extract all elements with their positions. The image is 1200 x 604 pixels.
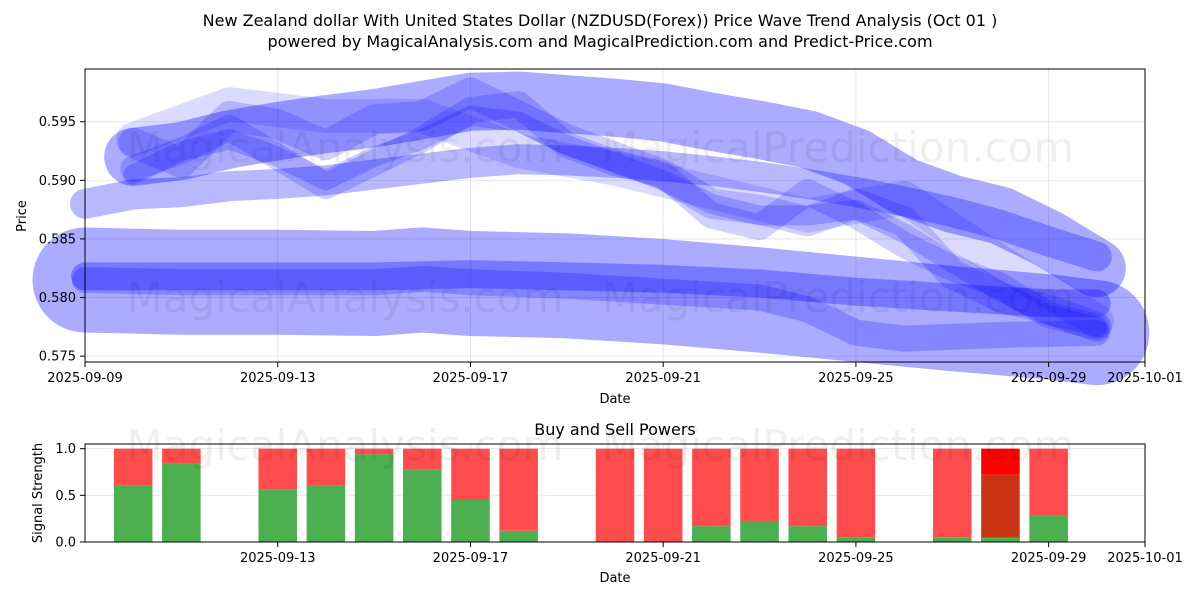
sell-bar	[836, 448, 876, 538]
price-y-tick-label: 0.595	[39, 115, 76, 130]
buy-bar	[113, 485, 153, 542]
buy-bar	[981, 474, 1020, 542]
signal-plot-frame	[84, 443, 1146, 543]
wave-band-7	[72, 265, 1110, 352]
watermark-analysis: MagicalAnalysis.com	[127, 123, 564, 172]
chart-title: New Zealand dollar With United States Do…	[203, 11, 998, 30]
signal-x-tick-label: 2025-09-21	[625, 551, 701, 566]
price-wave-bands	[32, 71, 1150, 386]
signal-y-tick-label: 0.5	[55, 489, 76, 504]
sell-bar	[354, 448, 394, 455]
sell-bar	[692, 448, 731, 527]
buy-bar	[403, 469, 442, 542]
watermark-prediction: MagicalPrediction.com	[602, 273, 1075, 322]
sell-bar	[162, 448, 201, 464]
signal-y-ticks: 0.0 0.5 1.0	[55, 442, 85, 551]
wave-band-6	[32, 227, 1150, 386]
buy-bar	[258, 489, 297, 542]
buy-sell-title: Buy and Sell Powers	[534, 420, 696, 439]
price-wave-chart: MagicalAnalysis.com MagicalPrediction.co…	[15, 68, 1183, 407]
watermark-analysis: MagicalAnalysis.com	[127, 421, 564, 470]
sell-bar	[499, 448, 538, 531]
wave-band-2	[118, 77, 1112, 342]
sell-bar	[306, 448, 346, 486]
sell-bar	[933, 448, 972, 538]
wave-band-3	[120, 91, 1110, 340]
sell-bar	[1029, 448, 1068, 516]
buy-bar	[306, 485, 346, 542]
signal-x-tick-label: 2025-09-17	[433, 551, 509, 566]
buy-bar	[692, 526, 731, 542]
buy-bar	[354, 454, 394, 542]
buy-bar	[933, 537, 972, 542]
price-y-tick-label: 0.575	[39, 350, 76, 365]
signal-x-ticks: 2025-09-13 2025-09-17 2025-09-21 2025-09-25…	[240, 542, 1183, 566]
buy-bar	[740, 521, 779, 542]
signal-x-tick-label: 2025-09-13	[240, 551, 316, 566]
buy-bar	[499, 530, 538, 542]
wave-band-5	[70, 144, 1112, 272]
signal-y-label: Signal Strength	[31, 443, 46, 543]
signal-bars	[113, 448, 1068, 542]
price-x-tick-label: 2025-09-13	[240, 371, 316, 386]
price-y-label: Price	[15, 200, 30, 232]
watermark-prediction: MagicalPrediction.com	[602, 421, 1075, 470]
sell-bar	[740, 448, 779, 522]
price-y-tick-label: 0.585	[39, 232, 76, 247]
wave-band-1	[104, 71, 1126, 298]
wave-band-4	[116, 87, 1114, 338]
buy-sell-chart: Buy and Sell Powers MagicalAnalysis.com …	[31, 420, 1183, 586]
sell-bar	[258, 448, 297, 490]
sell-bar	[451, 448, 490, 500]
buy-bar	[788, 526, 827, 542]
buy-bar	[836, 537, 876, 542]
signal-y-tick-label: 1.0	[55, 442, 76, 457]
signal-x-label: Date	[599, 571, 630, 586]
buy-bar	[1029, 515, 1068, 542]
sell-bar	[788, 448, 827, 527]
price-x-tick-label: 2025-09-09	[47, 371, 123, 386]
signal-x-tick-label: 2025-10-01	[1107, 551, 1183, 566]
signal-y-tick-label: 0.0	[55, 536, 76, 551]
watermark-analysis: MagicalAnalysis.com	[127, 273, 564, 322]
price-x-tick-label: 2025-10-01	[1107, 371, 1183, 386]
chart-subtitle: powered by MagicalAnalysis.com and Magic…	[267, 32, 932, 51]
buy-bar	[162, 463, 201, 542]
price-y-ticks: 0.575 0.580 0.585 0.590 0.595	[39, 115, 85, 365]
price-x-ticks: 2025-09-09 2025-09-13 2025-09-17 2025-09-21…	[47, 362, 1183, 386]
price-x-tick-label: 2025-09-29	[1011, 371, 1087, 386]
price-y-tick-label: 0.580	[39, 291, 76, 306]
watermark-prediction: MagicalPrediction.com	[602, 123, 1075, 172]
buy-bar	[451, 500, 490, 542]
signal-x-tick-label: 2025-09-25	[818, 551, 894, 566]
sell-bar	[595, 448, 635, 542]
sell-bar	[403, 448, 442, 470]
sell-bar	[113, 448, 153, 486]
sell-bar	[981, 448, 1020, 475]
wave-band-8	[71, 260, 1111, 318]
price-grid	[84, 69, 1146, 362]
buy-bar-inner	[981, 537, 1020, 542]
sell-bar	[643, 448, 683, 542]
price-x-label: Date	[599, 392, 630, 407]
price-x-tick-label: 2025-09-21	[625, 371, 701, 386]
price-y-tick-label: 0.590	[39, 174, 76, 189]
signal-x-tick-label: 2025-09-29	[1011, 551, 1087, 566]
price-x-tick-label: 2025-09-17	[433, 371, 509, 386]
wave-band-9	[123, 105, 1107, 337]
price-plot-frame	[84, 68, 1146, 363]
price-x-tick-label: 2025-09-25	[818, 371, 894, 386]
